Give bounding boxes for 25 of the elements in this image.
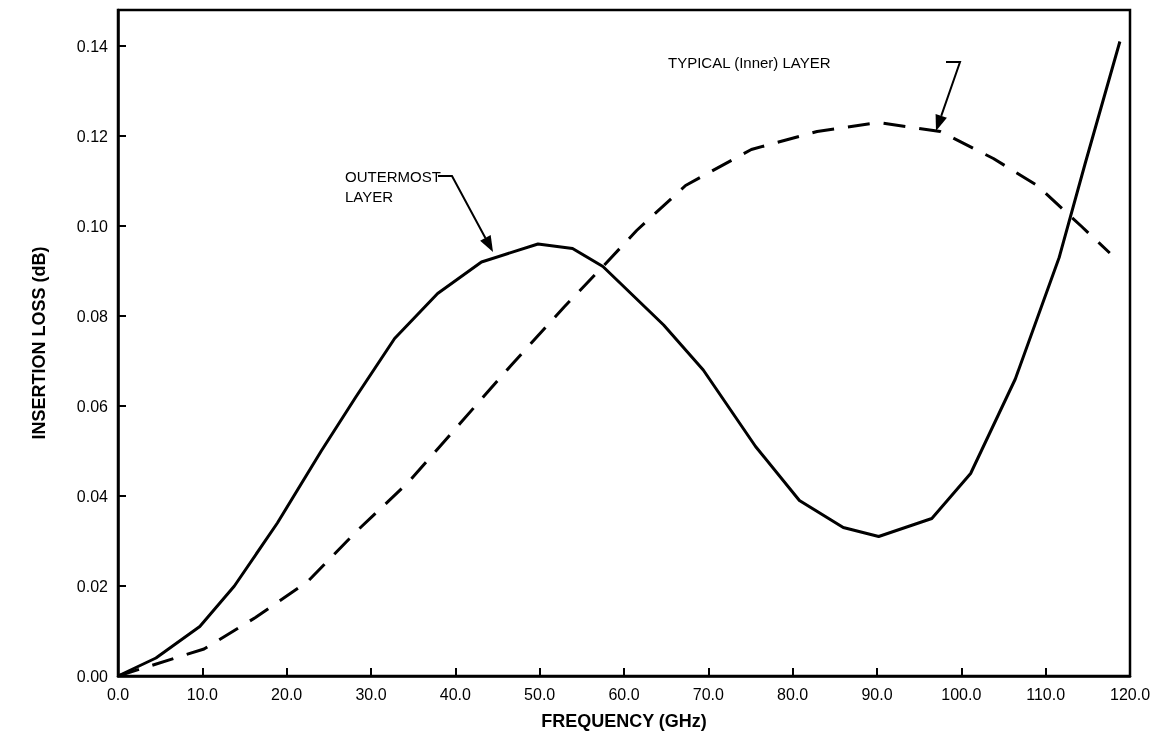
x-tick-label: 110.0 [1026, 685, 1066, 703]
y-tick-label: 0.14 [76, 37, 109, 55]
x-tick-label: 70.0 [692, 685, 725, 703]
x-tick-label: 0.0 [106, 685, 130, 703]
annotation: TYPICAL (Inner) LAYER [668, 53, 831, 71]
y-tick-label: 0.10 [76, 217, 109, 235]
x-axis-title: FREQUENCY (GHz) [541, 711, 707, 731]
x-tick-label: 20.0 [271, 685, 303, 703]
x-tick-label: 60.0 [608, 685, 640, 703]
x-tick-label: 50.0 [524, 685, 556, 703]
x-tick-label: 90.0 [861, 685, 893, 703]
y-tick-label: 0.06 [76, 397, 109, 415]
y-axis-title: INSERTION LOSS (dB) [29, 246, 49, 440]
x-tick-label: 80.0 [777, 685, 809, 703]
y-tick-label: 0.04 [76, 487, 109, 505]
x-tick-label: 30.0 [355, 685, 387, 703]
x-tick-label: 10.0 [186, 685, 219, 703]
x-tick-label: 120.0 [1109, 685, 1151, 703]
annotation: OUTERMOST LAYER [345, 167, 441, 205]
y-tick-label: 0.08 [76, 307, 109, 325]
x-tick-label: 40.0 [439, 685, 472, 703]
x-tick-label: 100.0 [941, 685, 982, 703]
y-tick-label: 0.00 [76, 667, 109, 685]
y-tick-label: 0.02 [76, 577, 109, 595]
y-tick-label: 0.12 [76, 127, 109, 145]
